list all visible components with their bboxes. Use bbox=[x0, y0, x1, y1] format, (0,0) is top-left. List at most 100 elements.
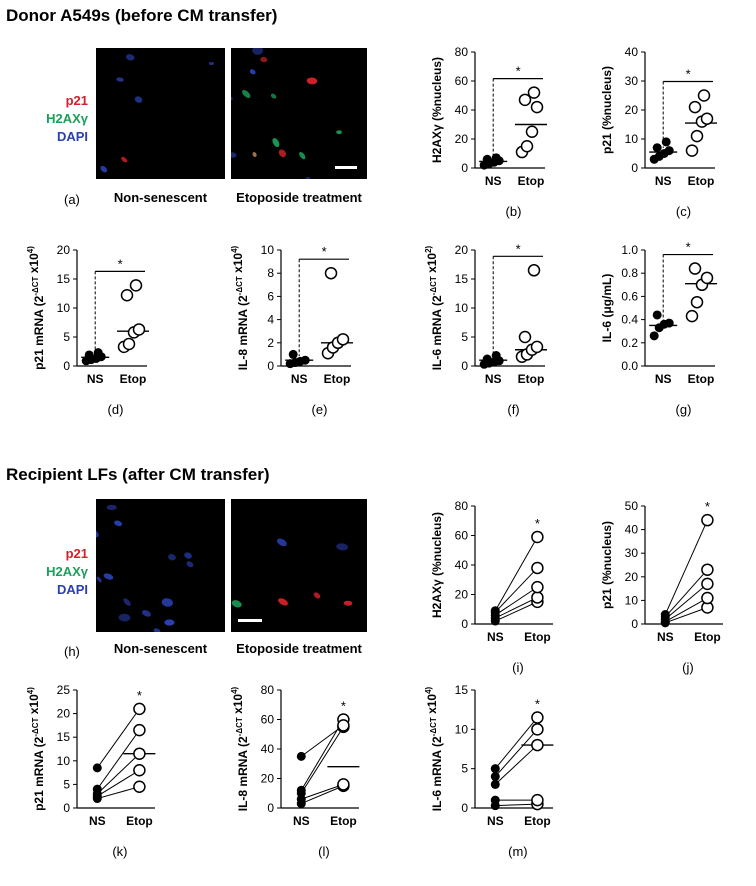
data-point-etop bbox=[700, 112, 714, 125]
nucleus bbox=[231, 600, 242, 608]
pair-line bbox=[96, 708, 140, 769]
pair-line bbox=[494, 729, 538, 777]
data-point-etop bbox=[133, 780, 146, 794]
pair-line bbox=[665, 607, 708, 624]
y-tick-label: 15 bbox=[57, 730, 71, 744]
x-category-label-etop: Etop bbox=[330, 814, 357, 828]
nucleus bbox=[114, 520, 123, 527]
panel-letter: (f) bbox=[507, 402, 519, 417]
data-point-etop bbox=[700, 271, 714, 285]
data-point-etop bbox=[324, 266, 338, 280]
stain-dapi-label: DAPI bbox=[56, 582, 88, 597]
chart-panel-g: 0.0 0.2 0.4 0.6 0.8 1.0 NS Etop IL-6 (μg/mL) (g) * bbox=[600, 240, 717, 417]
x-category-label-etop: Etop bbox=[524, 630, 551, 644]
data-point-etop bbox=[531, 561, 544, 575]
y-tick-label: 40 bbox=[625, 45, 639, 59]
pair-line bbox=[495, 601, 538, 622]
y-tick-label: 30 bbox=[625, 546, 639, 560]
data-point-etop bbox=[527, 86, 541, 99]
nucleus bbox=[96, 576, 102, 583]
y-tick-label: 0 bbox=[267, 801, 274, 815]
y-tick-label: 0 bbox=[461, 359, 468, 373]
y-tick-label: 0 bbox=[267, 359, 274, 373]
nucleus bbox=[118, 613, 131, 622]
y-tick-label: 80 bbox=[455, 499, 469, 513]
micrograph-etoposide-recipient bbox=[231, 499, 367, 632]
y-tick-label: 5 bbox=[461, 330, 468, 344]
x-category-label-ns: NS bbox=[485, 372, 502, 386]
pair-line bbox=[664, 569, 708, 618]
nucleus bbox=[96, 530, 99, 538]
nucleus bbox=[276, 538, 287, 547]
x-category-label-etop: Etop bbox=[524, 814, 551, 828]
pair-line bbox=[96, 729, 140, 790]
data-point-etop bbox=[525, 125, 539, 138]
data-point-ns bbox=[491, 351, 501, 361]
y-tick-label: 0 bbox=[461, 161, 468, 175]
chart-panel-e: 0 2 4 6 8 10 NS Etop IL-8 mRNA (2-ΔCT x104) (e) * bbox=[230, 243, 353, 417]
y-tick-label: 15 bbox=[455, 683, 469, 697]
data-point-etop bbox=[133, 723, 146, 737]
micrograph-etoposide-donor bbox=[231, 48, 367, 179]
x-category-label-etop: Etop bbox=[688, 372, 715, 386]
y-tick-label: 0 bbox=[631, 161, 638, 175]
x-category-label-ns: NS bbox=[291, 372, 308, 386]
data-point-etop bbox=[531, 723, 544, 736]
stain-legend-top: p21 H2AXγ DAPI bbox=[18, 92, 88, 146]
y-tick-label: 0 bbox=[63, 359, 70, 373]
chart-panel-d: 0 5 10 15 20 NS Etop p21 mRNA (2-ΔCT x104) (d) * bbox=[26, 243, 149, 417]
data-point-etop bbox=[531, 711, 544, 724]
nucleus bbox=[106, 504, 117, 511]
data-point-etop bbox=[518, 330, 532, 344]
data-point-etop bbox=[520, 140, 534, 153]
data-point-ns bbox=[92, 763, 102, 773]
y-axis-label: p21 mRNA (2-ΔCT x104) bbox=[26, 246, 46, 370]
x-category-label-etop: Etop bbox=[694, 630, 721, 644]
data-point-etop bbox=[701, 591, 714, 605]
pair-line bbox=[300, 719, 344, 791]
y-tick-label: 0.4 bbox=[621, 313, 638, 327]
nucleus bbox=[242, 90, 251, 98]
x-category-label-ns: NS bbox=[293, 814, 310, 828]
y-tick-label: 0.8 bbox=[621, 266, 638, 280]
y-tick-label: 80 bbox=[455, 45, 469, 59]
chart-panel-j: 0 10 20 30 40 50 NS Etop p21 (%nucleus) (j) * bbox=[600, 499, 723, 675]
y-tick-label: 40 bbox=[455, 103, 469, 117]
caption-nonsenescent: Non-senescent bbox=[113, 190, 208, 205]
significance-star: * bbox=[516, 64, 521, 79]
nucleus bbox=[252, 152, 257, 158]
data-point-etop bbox=[685, 309, 699, 323]
stain-legend-bottom: p21 H2AXγ DAPI bbox=[18, 545, 88, 599]
nucleus bbox=[123, 598, 131, 606]
panel-letter: (k) bbox=[112, 844, 127, 859]
data-point-etop bbox=[133, 747, 146, 760]
nucleus bbox=[153, 628, 161, 632]
data-point-ns bbox=[490, 606, 500, 616]
nucleus bbox=[270, 93, 277, 99]
caption-etoposide: Etoposide treatment bbox=[236, 190, 362, 205]
nucleus bbox=[208, 61, 214, 66]
nucleus bbox=[305, 176, 311, 179]
data-point-etop bbox=[337, 778, 350, 791]
nucleus bbox=[100, 165, 108, 173]
pair-line bbox=[97, 786, 140, 800]
nucleus bbox=[103, 573, 114, 580]
nucleus bbox=[161, 598, 173, 607]
data-point-ns bbox=[93, 348, 103, 358]
y-tick-label: 20 bbox=[57, 243, 71, 257]
micrograph-nonsenescent-donor bbox=[96, 48, 225, 179]
nucleus bbox=[278, 149, 287, 158]
y-axis-label: H2AXγ (%nucleus) bbox=[430, 57, 444, 163]
panel-letter: (b) bbox=[506, 204, 522, 219]
significance-star: * bbox=[137, 688, 142, 703]
y-tick-label: 15 bbox=[455, 272, 469, 286]
y-tick-label: 20 bbox=[455, 588, 469, 602]
significance-star: * bbox=[535, 516, 540, 531]
micrograph-nonsenescent-recipient bbox=[96, 499, 225, 632]
data-point-ns bbox=[649, 331, 659, 341]
significance-star: * bbox=[705, 499, 710, 514]
y-tick-label: 6 bbox=[267, 289, 274, 303]
data-point-ns bbox=[296, 785, 306, 795]
x-category-label-etop: Etop bbox=[518, 372, 545, 386]
chart-panel-m: 0 5 10 15 NS Etop IL-6 mRNA (2-ΔCT x104) (m) * bbox=[424, 683, 554, 859]
